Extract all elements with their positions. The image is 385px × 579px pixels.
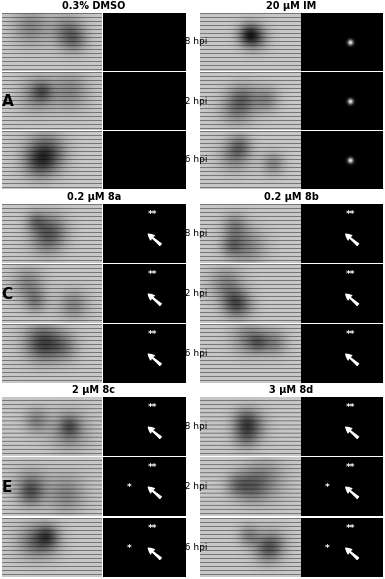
Text: **: ** [148, 270, 157, 279]
Text: *: * [325, 544, 330, 553]
Text: **: ** [345, 463, 355, 472]
Text: 96 hpi: 96 hpi [179, 543, 207, 552]
Text: 96 hpi: 96 hpi [179, 349, 207, 358]
Text: 96 hpi: 96 hpi [179, 156, 207, 164]
Text: 2 μM 8c: 2 μM 8c [72, 385, 116, 395]
Text: 48 hpi: 48 hpi [179, 229, 207, 238]
Text: D: D [370, 287, 383, 302]
Text: 0.2 μM 8b: 0.2 μM 8b [264, 192, 319, 202]
Text: 3 μM 8d: 3 μM 8d [270, 385, 314, 395]
Text: *: * [127, 483, 132, 492]
Text: *: * [325, 483, 330, 492]
Text: 72 hpi: 72 hpi [179, 482, 207, 491]
Text: **: ** [345, 403, 355, 412]
Text: **: ** [148, 403, 157, 412]
Text: C: C [2, 287, 13, 302]
Text: 72 hpi: 72 hpi [179, 289, 207, 298]
Text: **: ** [345, 524, 355, 533]
Text: 72 hpi: 72 hpi [179, 97, 207, 105]
Text: **: ** [148, 210, 157, 219]
Text: 0.3% DMSO: 0.3% DMSO [62, 1, 126, 11]
Text: *: * [127, 544, 132, 553]
Text: **: ** [148, 524, 157, 533]
Text: F: F [373, 481, 383, 496]
Text: 0.2 μM 8a: 0.2 μM 8a [67, 192, 121, 202]
Text: **: ** [148, 463, 157, 472]
Text: **: ** [148, 330, 157, 339]
Text: E: E [2, 481, 12, 496]
Text: A: A [2, 94, 13, 109]
Text: 48 hpi: 48 hpi [179, 38, 207, 46]
Text: 20 μM IM: 20 μM IM [266, 1, 316, 11]
Text: **: ** [345, 210, 355, 219]
Text: 48 hpi: 48 hpi [179, 422, 207, 431]
Text: **: ** [345, 270, 355, 279]
Text: **: ** [345, 330, 355, 339]
Text: B: B [372, 94, 383, 109]
